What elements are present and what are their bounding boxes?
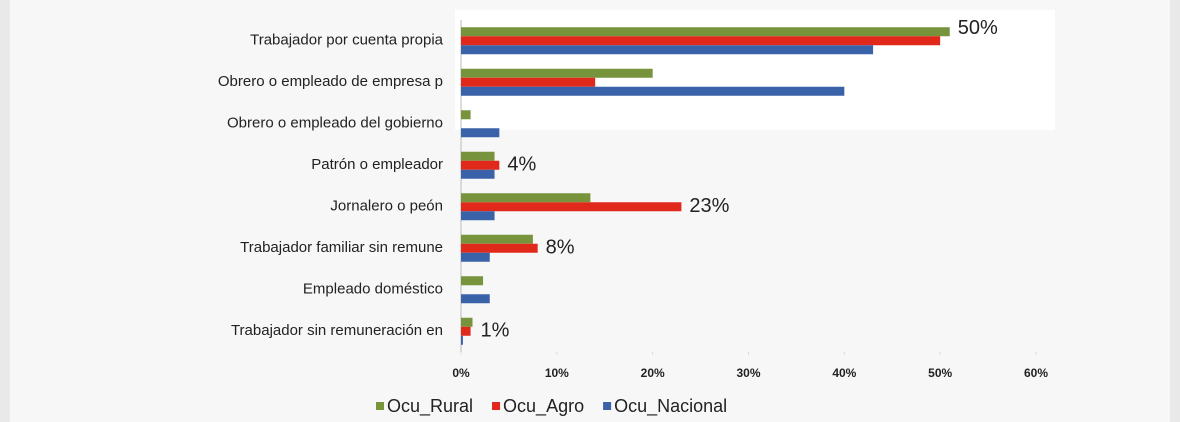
bar: [461, 243, 538, 253]
legend-label: Ocu_Agro: [503, 396, 584, 417]
bar: [461, 294, 490, 304]
x-tick-label: 10%: [545, 366, 569, 380]
x-tick-label: 40%: [832, 366, 856, 380]
x-tick-label: 50%: [928, 366, 952, 380]
data-label: 4%: [507, 154, 536, 176]
bar: [461, 45, 874, 55]
data-label: 8%: [546, 237, 575, 259]
bar: [461, 169, 495, 179]
bar: [461, 128, 500, 138]
x-tick-label: 30%: [736, 366, 760, 380]
legend-swatch: [603, 402, 612, 410]
bar: [461, 326, 471, 336]
bar: [461, 160, 500, 170]
y-tick-label: Obrero o empleado del gobierno: [227, 115, 443, 132]
x-tick-label: 20%: [641, 366, 665, 380]
data-label: 23%: [689, 195, 729, 217]
y-tick-label: Trabajador familiar sin remune: [240, 239, 443, 256]
data-label: 1%: [481, 320, 510, 342]
bar: [461, 68, 653, 78]
y-tick-label: Empleado doméstico: [303, 281, 443, 298]
legend-swatch: [492, 402, 501, 410]
bar: [461, 234, 533, 244]
legend-swatch: [376, 402, 384, 410]
bar: [461, 276, 484, 286]
y-tick-label: Patrón o empleador: [311, 156, 443, 173]
bar: [461, 151, 495, 161]
x-tick-label: 60%: [1024, 366, 1048, 380]
bar: [461, 317, 473, 327]
bar: [461, 202, 682, 212]
bar: [461, 252, 490, 262]
bar: [461, 36, 941, 46]
y-tick-label: Obrero o empleado de empresa p: [218, 73, 443, 90]
x-tick-label: 0%: [452, 366, 470, 380]
data-label: 50%: [958, 17, 998, 39]
bar: [461, 27, 950, 37]
legend-label: Ocu_Nacional: [614, 396, 727, 417]
bar: [461, 335, 463, 345]
y-tick-label: Jornalero o peón: [330, 198, 443, 215]
y-tick-label: Trabajador por cuenta propia: [250, 32, 444, 49]
legend-label: Ocu_Rural: [387, 396, 473, 417]
bar: [461, 211, 495, 221]
bar: [461, 193, 591, 203]
y-tick-label: Trabajador sin remuneración en: [231, 322, 443, 339]
bar: [461, 77, 596, 87]
bar: [461, 110, 471, 120]
bar: [461, 86, 845, 96]
